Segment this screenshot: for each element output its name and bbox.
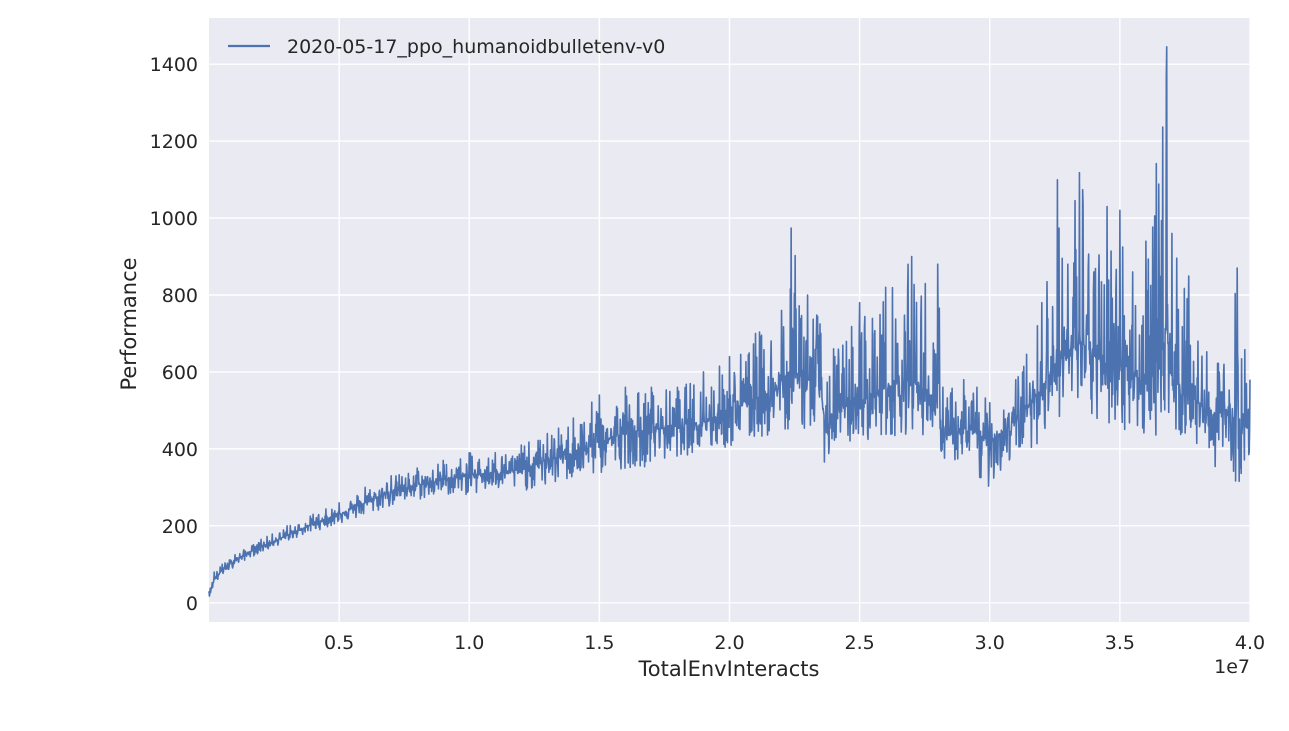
x-tick-label: 0.5 [324, 632, 354, 654]
x-tick-label: 3.0 [975, 632, 1005, 654]
y-tick-label: 600 [162, 362, 198, 384]
y-tick-label: 0 [186, 593, 198, 615]
legend: 2020-05-17_ppo_humanoidbulletenv-v0 [228, 36, 665, 58]
tick-labels: 0.5 1.0 1.5 2.0 2.5 3.0 3.5 4.0 0 200 400 600 800 100… [150, 54, 1265, 654]
legend-entry: 2020-05-17_ppo_humanoidbulletenv-v0 [287, 36, 665, 58]
x-tick-label: 1.0 [454, 632, 484, 654]
x-axis-label: TotalEnvInteracts [638, 657, 820, 681]
x-tick-label: 2.0 [714, 632, 744, 654]
y-axis-label: Performance [117, 257, 141, 390]
y-tick-label: 400 [162, 439, 198, 461]
series-line [208, 46, 1251, 597]
x-tick-label: 3.5 [1105, 632, 1135, 654]
x-tick-label: 2.5 [845, 632, 875, 654]
series-layer [208, 46, 1251, 597]
x-tick-label: 1.5 [584, 632, 614, 654]
y-tick-label: 800 [162, 285, 198, 307]
grid-lines [209, 18, 1251, 622]
y-tick-label: 1200 [150, 131, 198, 153]
y-tick-label: 200 [162, 516, 198, 538]
y-tick-label: 1400 [150, 54, 198, 76]
x-offset-label: 1e7 [1214, 656, 1250, 678]
x-tick-label: 4.0 [1235, 632, 1265, 654]
y-tick-label: 1000 [150, 208, 198, 230]
